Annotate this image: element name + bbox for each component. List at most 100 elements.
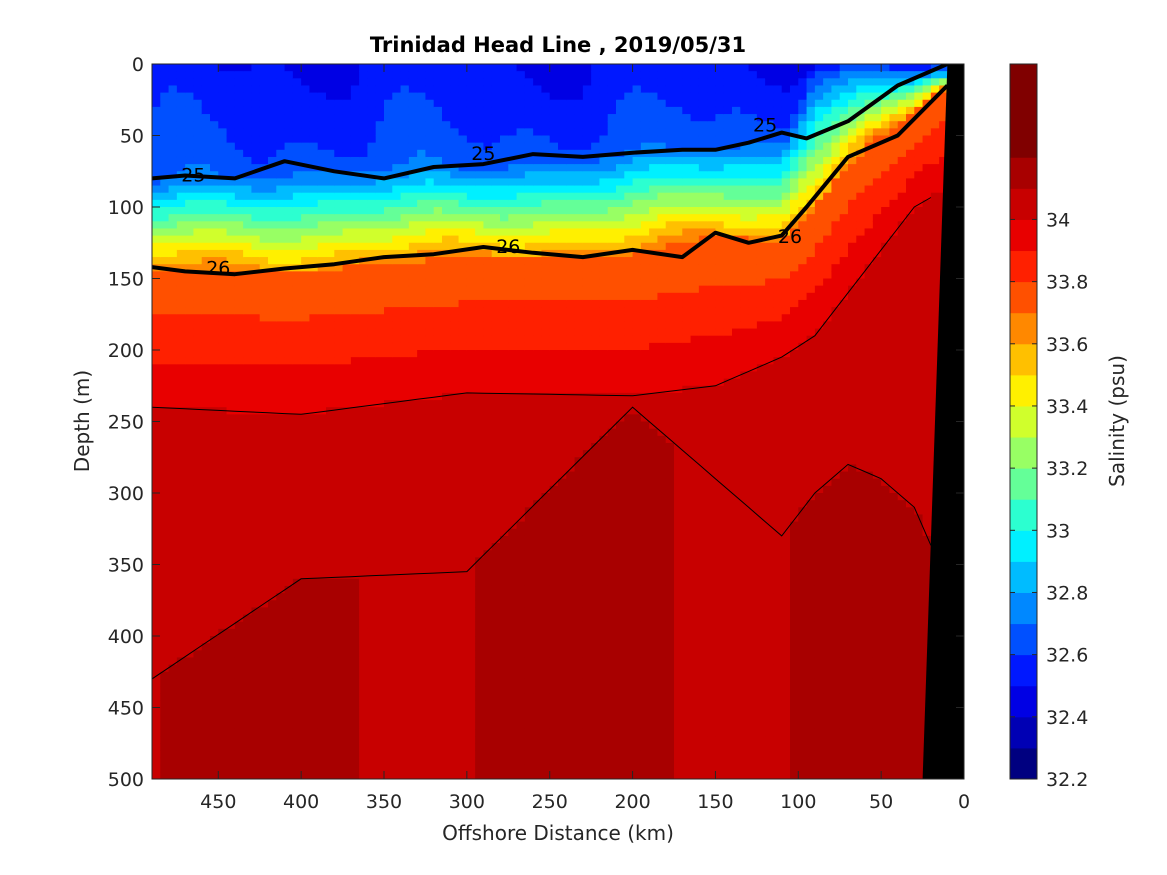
salinity-cell: [375, 85, 385, 94]
salinity-cell: [533, 285, 543, 294]
salinity-cell: [549, 257, 559, 265]
salinity-cell: [491, 543, 501, 551]
salinity-cell: [549, 71, 559, 79]
salinity-cell: [193, 156, 203, 165]
salinity-cell: [317, 128, 327, 137]
salinity-cell: [218, 156, 228, 165]
salinity-cell: [367, 307, 377, 315]
salinity-cell: [243, 71, 253, 79]
salinity-cell: [475, 121, 485, 129]
salinity-cell: [433, 485, 443, 494]
salinity-cell: [226, 128, 236, 137]
salinity-cell: [226, 321, 236, 330]
salinity-cell: [309, 764, 319, 773]
salinity-cell: [375, 99, 385, 108]
salinity-cell: [400, 350, 410, 358]
salinity-cell: [533, 228, 543, 237]
salinity-cell: [417, 299, 427, 308]
salinity-cell: [185, 485, 195, 494]
salinity-cell: [483, 457, 493, 465]
salinity-cell: [284, 621, 294, 630]
salinity-cell: [524, 307, 534, 315]
salinity-cell: [317, 271, 327, 280]
salinity-cell: [168, 121, 178, 129]
salinity-cell: [425, 428, 435, 437]
salinity-cell: [417, 221, 427, 230]
salinity-cell: [442, 636, 451, 644]
salinity-cell: [251, 171, 261, 179]
salinity-cell: [516, 164, 526, 172]
salinity-cell: [226, 64, 236, 72]
salinity-cell: [466, 392, 476, 401]
salinity-cell: [491, 207, 501, 215]
salinity-cell: [466, 485, 476, 494]
salinity-cell: [326, 371, 335, 380]
salinity-cell: [284, 628, 294, 637]
salinity-cell: [350, 743, 360, 751]
salinity-cell: [433, 614, 443, 623]
salinity-cell: [417, 207, 427, 215]
salinity-cell: [251, 106, 261, 115]
salinity-cell: [243, 149, 253, 158]
salinity-cell: [359, 528, 369, 537]
salinity-cell: [450, 621, 460, 630]
salinity-cell: [160, 707, 170, 716]
salinity-cell: [475, 700, 485, 709]
salinity-cell: [408, 600, 418, 608]
salinity-cell: [433, 414, 443, 423]
salinity-cell: [516, 335, 526, 344]
salinity-cell: [516, 535, 526, 544]
salinity-cell: [433, 543, 443, 551]
salinity-cell: [508, 128, 518, 137]
salinity-cell: [558, 500, 567, 508]
salinity-cell: [334, 92, 344, 101]
salinity-cell: [317, 299, 327, 308]
salinity-cell: [234, 728, 244, 737]
salinity-cell: [276, 428, 286, 437]
salinity-cell: [276, 593, 286, 601]
salinity-cell: [160, 614, 170, 623]
salinity-cell: [268, 700, 277, 709]
salinity-cell: [193, 257, 203, 265]
salinity-cell: [533, 221, 543, 230]
salinity-cell: [475, 278, 485, 287]
salinity-cell: [284, 299, 294, 308]
salinity-cell: [301, 421, 311, 430]
salinity-cell: [317, 278, 327, 287]
salinity-cell: [334, 285, 344, 294]
salinity-cell: [500, 421, 509, 430]
salinity-cell: [508, 585, 518, 594]
salinity-cell: [408, 271, 418, 280]
salinity-cell: [301, 292, 311, 301]
salinity-cell: [433, 385, 443, 394]
salinity-cell: [367, 328, 377, 337]
salinity-cell: [301, 700, 311, 709]
salinity-cell: [425, 493, 435, 501]
salinity-cell: [226, 721, 236, 730]
salinity-cell: [193, 535, 203, 544]
salinity-cell: [243, 335, 253, 344]
salinity-cell: [210, 571, 219, 580]
salinity-cell: [218, 686, 228, 694]
salinity-cell: [541, 128, 551, 137]
salinity-cell: [384, 407, 393, 415]
salinity-cell: [367, 585, 377, 594]
salinity-cell: [259, 521, 269, 530]
salinity-cell: [168, 78, 178, 87]
salinity-cell: [367, 106, 377, 115]
salinity-cell: [408, 650, 418, 659]
salinity-cell: [466, 149, 476, 158]
salinity-cell: [367, 192, 377, 201]
salinity-cell: [201, 307, 211, 315]
salinity-cell: [342, 557, 352, 566]
salinity-cell: [558, 164, 567, 172]
salinity-cell: [491, 407, 501, 415]
salinity-cell: [276, 657, 286, 666]
salinity-cell: [400, 478, 410, 487]
salinity-cell: [367, 535, 377, 544]
salinity-cell: [309, 64, 319, 72]
salinity-cell: [466, 693, 476, 701]
salinity-cell: [458, 643, 468, 651]
salinity-cell: [425, 400, 435, 408]
salinity-cell: [458, 228, 468, 237]
